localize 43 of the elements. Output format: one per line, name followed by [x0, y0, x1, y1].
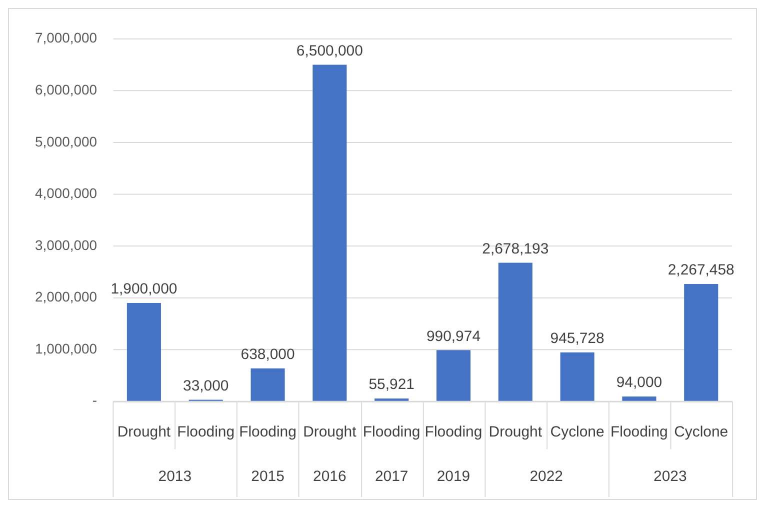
data-label: 94,000	[616, 374, 662, 392]
y-tick-label: 4,000,000	[34, 185, 98, 202]
bar	[436, 350, 471, 401]
bar	[312, 64, 347, 401]
y-tick-label: 3,000,000	[34, 236, 98, 253]
data-label: 945,728	[550, 330, 604, 348]
y-tick-label: 7,000,000	[34, 30, 98, 46]
data-label: 638,000	[240, 346, 295, 364]
data-label: 55,921	[368, 376, 414, 394]
data-label: 2,678,193	[482, 240, 549, 258]
bar	[250, 368, 285, 401]
y-tick-label: -	[92, 392, 98, 408]
y-tick-label: 1,000,000	[34, 340, 98, 356]
data-label: 2,267,458	[668, 262, 734, 279]
x-tick-label: Drought	[303, 423, 358, 440]
text: 2013	[158, 468, 192, 486]
data-label: 990,974	[426, 328, 481, 345]
data-label: 1,900,000	[110, 280, 178, 298]
x-tick-label: Flooding	[424, 423, 482, 440]
y-tick-label: 5,000,000	[34, 133, 98, 150]
y-tick-label: 2,000,000	[34, 288, 98, 305]
x-tick-label: Flooding	[177, 423, 235, 440]
x-tick-label: Cyclone	[674, 423, 728, 440]
text: 2023	[654, 468, 687, 486]
x-tick-label: Cyclone	[550, 423, 604, 440]
x-tick-label: Flooding	[239, 423, 296, 440]
text: 2022	[530, 468, 563, 486]
x-tick-label: Drought	[117, 423, 172, 440]
bar	[622, 396, 656, 401]
bar	[498, 262, 532, 401]
x-tick-label: Drought	[488, 423, 543, 440]
y-tick-label: 6,000,000	[34, 82, 98, 98]
text: 2015	[251, 468, 284, 486]
data-label: 33,000	[182, 377, 229, 394]
text: 2016	[313, 468, 346, 486]
x-tick-label: Flooding	[362, 423, 420, 440]
data-label: 6,500,000	[296, 42, 363, 60]
text: 2017	[374, 468, 408, 486]
x-tick-label: Flooding	[610, 423, 668, 440]
bar	[560, 352, 594, 401]
bar	[684, 284, 718, 401]
bar	[126, 303, 161, 401]
text: 2019	[436, 468, 470, 486]
